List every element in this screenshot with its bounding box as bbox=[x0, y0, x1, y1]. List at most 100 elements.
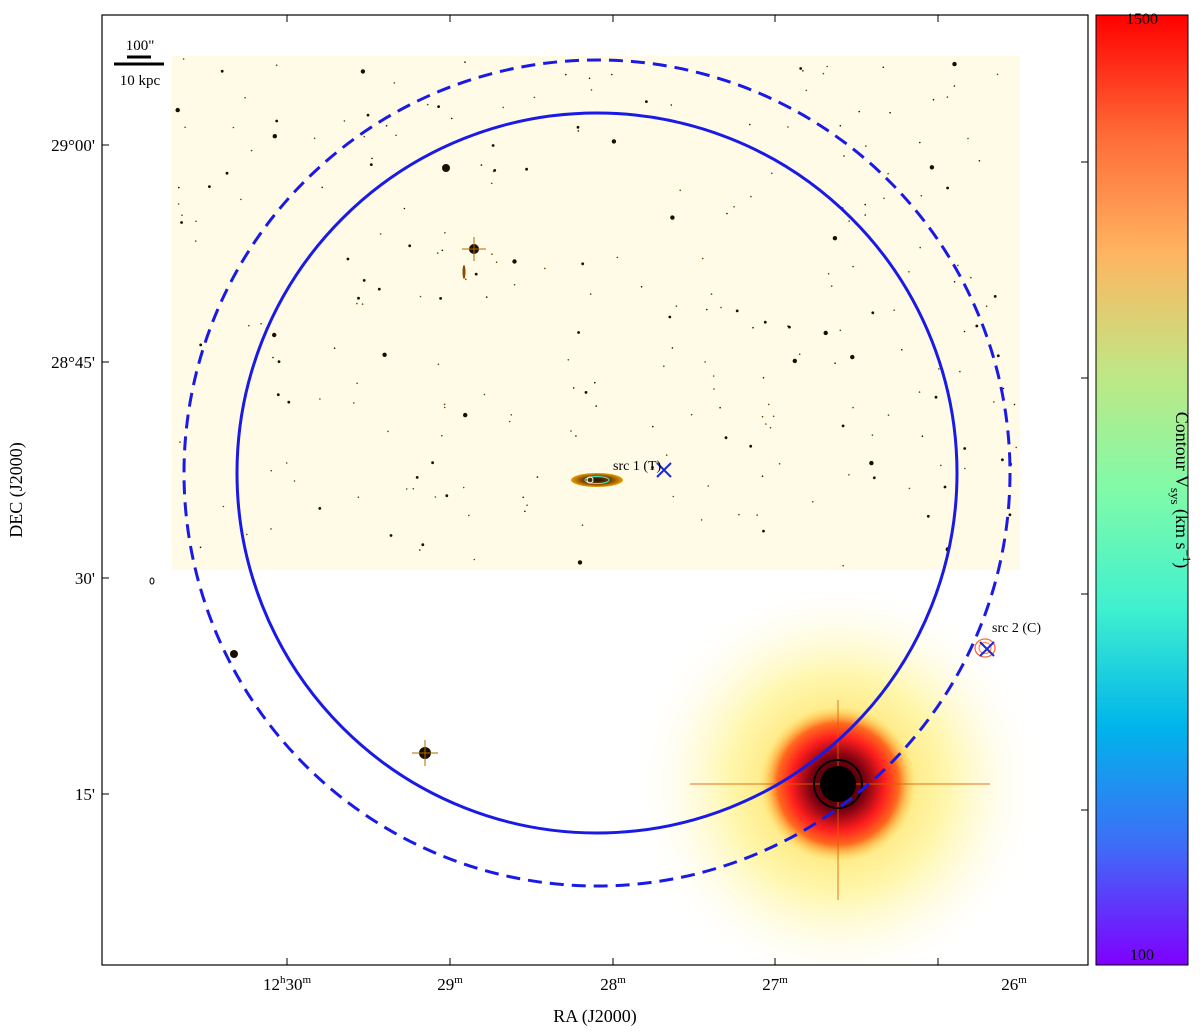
field-star bbox=[395, 134, 397, 137]
y-tick-labels: 29°00' 28°45' 30' 15' bbox=[51, 136, 95, 804]
field-star bbox=[652, 425, 654, 428]
field-star bbox=[491, 253, 493, 255]
field-star bbox=[572, 387, 575, 389]
field-star bbox=[963, 447, 967, 450]
field-star bbox=[842, 564, 844, 567]
field-star bbox=[752, 326, 754, 329]
field-star bbox=[871, 311, 875, 315]
dashed-circle bbox=[182, 58, 1012, 888]
field-star bbox=[929, 165, 935, 170]
field-star bbox=[826, 65, 828, 68]
field-star bbox=[510, 414, 513, 416]
field-star bbox=[611, 139, 617, 144]
field-star bbox=[360, 69, 366, 74]
field-star bbox=[357, 296, 360, 300]
field-star bbox=[869, 460, 874, 466]
field-star bbox=[272, 134, 277, 139]
field-star bbox=[871, 434, 874, 436]
field-star bbox=[437, 105, 440, 108]
field-star bbox=[864, 214, 866, 216]
field-star bbox=[544, 267, 546, 270]
field-star bbox=[272, 356, 274, 359]
field-star bbox=[522, 496, 524, 499]
y-tick-label: 15' bbox=[75, 785, 95, 804]
field-star bbox=[232, 126, 235, 129]
bright-foreground-star bbox=[690, 700, 990, 900]
field-star bbox=[369, 163, 373, 167]
field-star bbox=[799, 67, 803, 70]
field-star bbox=[184, 126, 186, 129]
field-star bbox=[749, 444, 753, 448]
field-star bbox=[953, 281, 956, 283]
field-star bbox=[611, 73, 613, 76]
field-star bbox=[473, 558, 476, 561]
field-star bbox=[248, 324, 250, 327]
field-star bbox=[178, 186, 180, 189]
field-star bbox=[468, 514, 470, 517]
field-star bbox=[839, 329, 842, 332]
field-star bbox=[672, 495, 675, 498]
field-star bbox=[594, 381, 596, 384]
field-star bbox=[864, 203, 866, 206]
field-star bbox=[640, 286, 643, 288]
star-bright-2 bbox=[412, 740, 438, 766]
field-star bbox=[756, 514, 758, 516]
field-star bbox=[946, 96, 949, 98]
field-star bbox=[319, 398, 321, 400]
field-star bbox=[321, 186, 324, 189]
field-star bbox=[812, 501, 814, 503]
field-star bbox=[437, 363, 440, 366]
field-star bbox=[371, 157, 373, 160]
field-star bbox=[533, 96, 536, 99]
field-star bbox=[938, 368, 940, 370]
star-bright-1 bbox=[462, 237, 486, 261]
field-star bbox=[240, 198, 242, 201]
field-star bbox=[276, 393, 280, 397]
field-star bbox=[713, 388, 715, 390]
field-star bbox=[443, 403, 446, 406]
field-star bbox=[485, 296, 488, 298]
field-star bbox=[1013, 403, 1016, 406]
field-star bbox=[802, 70, 804, 72]
field-star bbox=[244, 96, 246, 99]
field-star bbox=[419, 295, 422, 298]
field-star bbox=[805, 89, 808, 92]
field-star bbox=[733, 206, 735, 208]
field-star bbox=[589, 293, 592, 295]
x-tick-label: 29m bbox=[437, 974, 463, 994]
field-star bbox=[356, 382, 358, 385]
field-star bbox=[508, 420, 511, 423]
field-star bbox=[220, 69, 224, 73]
field-star bbox=[177, 203, 180, 205]
x-tick-label: 27m bbox=[762, 974, 788, 994]
field-star bbox=[993, 295, 997, 298]
field-star bbox=[964, 467, 966, 470]
field-star bbox=[436, 252, 439, 254]
field-star bbox=[450, 117, 453, 120]
field-star bbox=[577, 560, 583, 565]
field-star bbox=[277, 360, 281, 363]
field-star bbox=[963, 330, 966, 333]
field-star bbox=[346, 257, 350, 261]
field-star bbox=[439, 297, 442, 300]
field-star bbox=[908, 487, 911, 490]
field-star bbox=[195, 220, 197, 223]
field-star bbox=[671, 347, 674, 349]
field-star bbox=[841, 424, 845, 428]
field-star bbox=[194, 240, 197, 242]
field-star bbox=[651, 466, 654, 469]
field-star bbox=[792, 358, 797, 364]
field-star bbox=[834, 362, 836, 365]
field-star bbox=[830, 285, 833, 287]
field-star bbox=[575, 435, 577, 437]
field-star bbox=[1008, 513, 1012, 517]
field-star bbox=[788, 325, 791, 329]
field-star bbox=[405, 488, 408, 490]
field-star bbox=[444, 232, 446, 234]
field-star bbox=[663, 365, 665, 368]
x-tick-marks bbox=[286, 15, 939, 965]
field-star bbox=[712, 375, 715, 377]
field-star bbox=[445, 494, 449, 498]
field-star bbox=[361, 303, 364, 305]
